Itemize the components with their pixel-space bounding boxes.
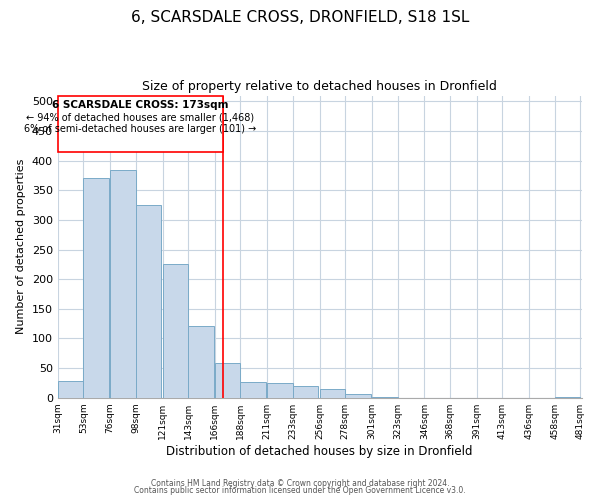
X-axis label: Distribution of detached houses by size in Dronfield: Distribution of detached houses by size …	[166, 444, 473, 458]
Text: Contains public sector information licensed under the Open Government Licence v3: Contains public sector information licen…	[134, 486, 466, 495]
Bar	[241, 382, 266, 398]
Bar	[320, 389, 345, 398]
Text: 6 SCARSDALE CROSS: 173sqm: 6 SCARSDALE CROSS: 173sqm	[52, 100, 229, 110]
Bar	[110, 170, 136, 398]
Bar	[188, 326, 214, 398]
Bar	[345, 394, 371, 398]
Bar	[372, 397, 398, 398]
Bar	[267, 384, 293, 398]
Bar	[163, 264, 188, 398]
Bar	[83, 178, 109, 398]
Text: Contains HM Land Registry data © Crown copyright and database right 2024.: Contains HM Land Registry data © Crown c…	[151, 478, 449, 488]
Text: 6, SCARSDALE CROSS, DRONFIELD, S18 1SL: 6, SCARSDALE CROSS, DRONFIELD, S18 1SL	[131, 10, 469, 25]
Bar	[136, 205, 161, 398]
Y-axis label: Number of detached properties: Number of detached properties	[16, 159, 26, 334]
Text: ← 94% of detached houses are smaller (1,468): ← 94% of detached houses are smaller (1,…	[26, 112, 254, 122]
FancyBboxPatch shape	[58, 96, 223, 152]
Bar	[555, 396, 580, 398]
Bar	[58, 381, 83, 398]
Bar	[293, 386, 319, 398]
Text: 6% of semi-detached houses are larger (101) →: 6% of semi-detached houses are larger (1…	[24, 124, 257, 134]
Title: Size of property relative to detached houses in Dronfield: Size of property relative to detached ho…	[142, 80, 497, 93]
Bar	[215, 363, 241, 398]
